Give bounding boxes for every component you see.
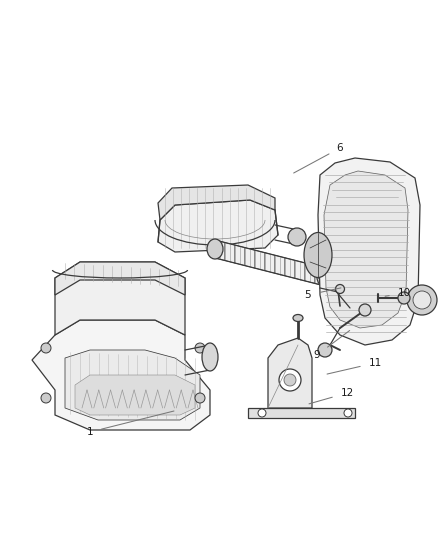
Polygon shape bbox=[323, 171, 407, 328]
Polygon shape bbox=[284, 258, 294, 278]
Ellipse shape bbox=[201, 343, 218, 371]
Ellipse shape bbox=[303, 232, 331, 278]
Polygon shape bbox=[225, 243, 234, 263]
Text: 7: 7 bbox=[0, 532, 1, 533]
Text: 12: 12 bbox=[308, 388, 353, 404]
Text: 6: 6 bbox=[293, 143, 343, 173]
Polygon shape bbox=[265, 253, 274, 273]
Polygon shape bbox=[267, 338, 311, 408]
Polygon shape bbox=[317, 158, 419, 345]
Polygon shape bbox=[234, 245, 244, 265]
Ellipse shape bbox=[258, 409, 265, 417]
Polygon shape bbox=[55, 262, 184, 295]
Polygon shape bbox=[65, 350, 200, 420]
Ellipse shape bbox=[343, 409, 351, 417]
Ellipse shape bbox=[283, 374, 295, 386]
Text: 1: 1 bbox=[86, 411, 173, 437]
Ellipse shape bbox=[316, 267, 332, 287]
Polygon shape bbox=[314, 265, 324, 286]
Ellipse shape bbox=[194, 393, 205, 403]
Polygon shape bbox=[215, 240, 225, 261]
Text: 8: 8 bbox=[0, 532, 1, 533]
Polygon shape bbox=[158, 185, 274, 220]
Text: 10: 10 bbox=[384, 288, 410, 298]
Ellipse shape bbox=[397, 292, 409, 304]
Text: 5: 5 bbox=[304, 288, 340, 300]
Ellipse shape bbox=[207, 239, 223, 259]
Polygon shape bbox=[247, 408, 354, 418]
Ellipse shape bbox=[412, 291, 430, 309]
Text: 9: 9 bbox=[313, 330, 349, 360]
Polygon shape bbox=[158, 200, 277, 252]
Ellipse shape bbox=[358, 304, 370, 316]
Ellipse shape bbox=[194, 343, 205, 353]
Ellipse shape bbox=[406, 285, 436, 315]
Ellipse shape bbox=[41, 393, 51, 403]
Polygon shape bbox=[274, 255, 284, 276]
Polygon shape bbox=[75, 375, 194, 415]
Polygon shape bbox=[244, 248, 254, 268]
Ellipse shape bbox=[292, 314, 302, 321]
Ellipse shape bbox=[335, 285, 344, 294]
Polygon shape bbox=[294, 260, 304, 281]
Ellipse shape bbox=[317, 343, 331, 357]
Polygon shape bbox=[32, 320, 209, 430]
Ellipse shape bbox=[279, 369, 300, 391]
Polygon shape bbox=[254, 250, 265, 271]
Ellipse shape bbox=[41, 343, 51, 353]
Polygon shape bbox=[304, 263, 314, 284]
Ellipse shape bbox=[287, 228, 305, 246]
Text: 11: 11 bbox=[326, 358, 381, 374]
Polygon shape bbox=[55, 262, 184, 335]
